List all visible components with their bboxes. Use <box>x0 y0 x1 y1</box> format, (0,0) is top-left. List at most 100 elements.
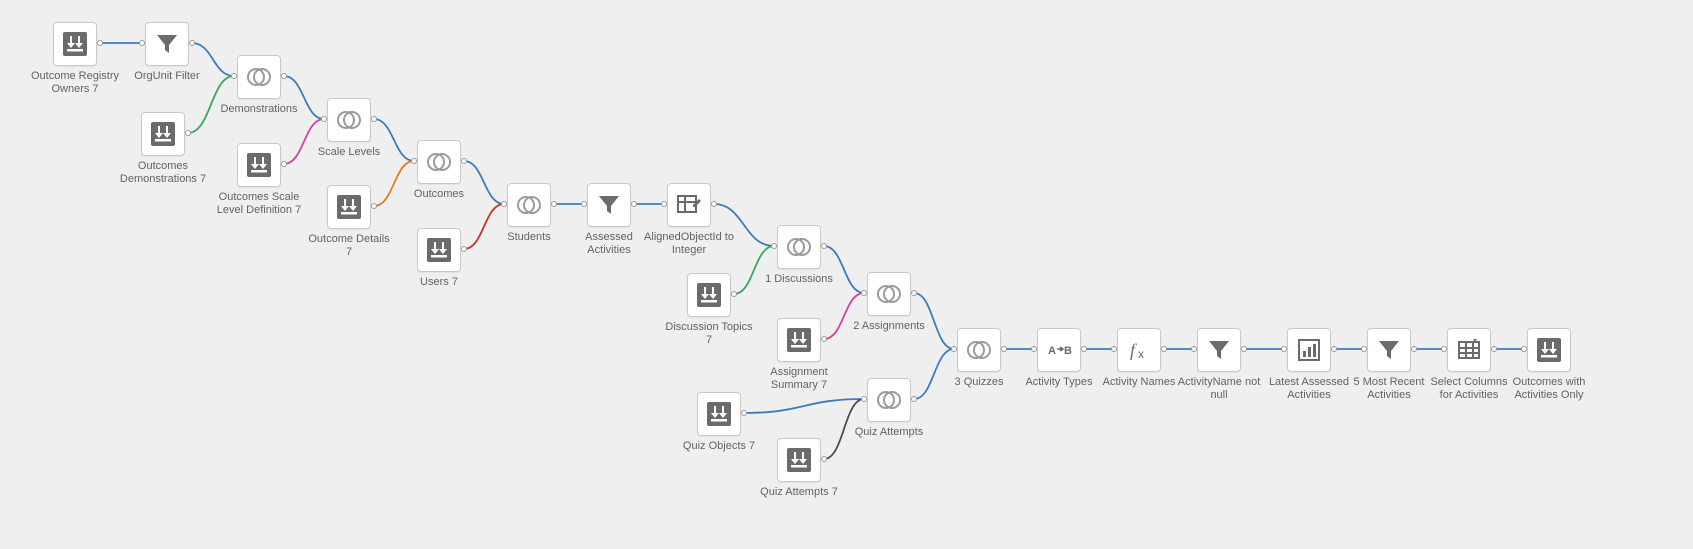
port-out <box>741 410 747 416</box>
source-icon <box>777 318 821 362</box>
flow-node[interactable]: Outcomes <box>394 140 484 201</box>
flow-node[interactable]: 3 Quizzes <box>934 328 1024 389</box>
node-label: Outcomes <box>394 188 484 201</box>
port-out <box>821 456 827 462</box>
flow-canvas[interactable]: Outcome Registry Owners 7OrgUnit Filter O… <box>0 0 1693 549</box>
node-label: Users 7 <box>394 276 484 289</box>
port-out <box>1241 346 1247 352</box>
flow-node[interactable]: ActivityName not null <box>1174 328 1264 402</box>
flow-node[interactable]: Assignment Summary 7 <box>754 318 844 392</box>
join-icon <box>507 183 551 227</box>
flow-node[interactable]: Latest Assessed Activities <box>1264 328 1354 402</box>
node-label: Latest Assessed Activities <box>1264 376 1354 402</box>
filter-icon <box>145 22 189 66</box>
flow-node[interactable]: Quiz Objects 7 <box>674 392 764 453</box>
svg-text:B: B <box>1064 345 1072 357</box>
formula-icon <box>667 183 711 227</box>
node-label: 1 Discussions <box>754 273 844 286</box>
flow-node[interactable]: Discussion Topics 7 <box>664 273 754 347</box>
flow-node[interactable]: 1 Discussions <box>754 225 844 286</box>
node-label: Scale Levels <box>304 146 394 159</box>
source-icon <box>687 273 731 317</box>
node-label: 3 Quizzes <box>934 376 1024 389</box>
join-icon <box>867 272 911 316</box>
node-label: Outcomes Demonstrations 7 <box>118 160 208 186</box>
flow-node[interactable]: 5 Most Recent Activities <box>1344 328 1434 402</box>
flow-node[interactable]: Outcomes with Activities Only <box>1504 328 1594 402</box>
flow-node[interactable]: Assessed Activities <box>564 183 654 257</box>
flow-node[interactable]: AB Activity Types <box>1014 328 1104 389</box>
filter-icon <box>587 183 631 227</box>
port-out <box>631 201 637 207</box>
port-out <box>185 130 191 136</box>
node-label: ActivityName not null <box>1174 376 1264 402</box>
source-icon <box>697 392 741 436</box>
port-out <box>97 40 103 46</box>
join-icon <box>957 328 1001 372</box>
table-icon <box>1447 328 1491 372</box>
node-label: Demonstrations <box>214 103 304 116</box>
fx-icon: fx <box>1117 328 1161 372</box>
node-label: AlignedObjectId to Integer <box>644 231 734 257</box>
node-label: 5 Most Recent Activities <box>1344 376 1434 402</box>
flow-node[interactable]: Users 7 <box>394 228 484 289</box>
svg-text:A: A <box>1048 345 1056 357</box>
flow-node[interactable]: Quiz Attempts <box>844 378 934 439</box>
port-out <box>371 116 377 122</box>
node-label: Outcomes Scale Level Definition 7 <box>214 191 304 217</box>
source-icon <box>53 22 97 66</box>
join-icon <box>327 98 371 142</box>
port-out <box>731 291 737 297</box>
flow-node[interactable]: Demonstrations <box>214 55 304 116</box>
flow-node[interactable]: Select Columns for Activities <box>1424 328 1514 402</box>
flow-node[interactable]: 2 Assignments <box>844 272 934 333</box>
port-out <box>461 246 467 252</box>
flow-node[interactable]: Outcomes Scale Level Definition 7 <box>214 143 304 217</box>
chart-icon <box>1287 328 1331 372</box>
node-label: Activity Names <box>1094 376 1184 389</box>
port-out <box>1331 346 1337 352</box>
node-label: Outcomes with Activities Only <box>1504 376 1594 402</box>
node-label: Activity Types <box>1014 376 1104 389</box>
source-icon <box>141 112 185 156</box>
port-out <box>371 203 377 209</box>
join-icon <box>417 140 461 184</box>
node-label: Outcome Details 7 <box>304 233 394 259</box>
port-out <box>1001 346 1007 352</box>
flow-node[interactable]: Outcome Details 7 <box>304 185 394 259</box>
flow-node[interactable]: OrgUnit Filter <box>122 22 212 83</box>
node-label: OrgUnit Filter <box>122 70 212 83</box>
port-out <box>821 336 827 342</box>
join-icon <box>777 225 821 269</box>
port-out <box>1411 346 1417 352</box>
source-icon <box>777 438 821 482</box>
node-label: Quiz Objects 7 <box>674 440 764 453</box>
port-out <box>911 396 917 402</box>
port-out <box>1081 346 1087 352</box>
filter-icon <box>1367 328 1411 372</box>
port-out <box>189 40 195 46</box>
source-icon <box>1527 328 1571 372</box>
port-out <box>461 158 467 164</box>
node-label: Quiz Attempts 7 <box>754 486 844 499</box>
flow-node[interactable]: Outcome Registry Owners 7 <box>30 22 120 96</box>
flow-node[interactable]: Students <box>484 183 574 244</box>
flow-node[interactable]: AlignedObjectId to Integer <box>644 183 734 257</box>
filter-icon <box>1197 328 1241 372</box>
node-label: 2 Assignments <box>844 320 934 333</box>
flow-node[interactable]: Quiz Attempts 7 <box>754 438 844 499</box>
join-icon <box>237 55 281 99</box>
port-out <box>1491 346 1497 352</box>
node-label: Discussion Topics 7 <box>664 321 754 347</box>
node-label: Outcome Registry Owners 7 <box>30 70 120 96</box>
port-out <box>821 243 827 249</box>
flow-node[interactable]: fx Activity Names <box>1094 328 1184 389</box>
flow-node[interactable]: Scale Levels <box>304 98 394 159</box>
node-label: Quiz Attempts <box>844 426 934 439</box>
node-label: Select Columns for Activities <box>1424 376 1514 402</box>
join-icon <box>867 378 911 422</box>
flow-node[interactable]: Outcomes Demonstrations 7 <box>118 112 208 186</box>
port-out <box>711 201 717 207</box>
port-out <box>281 73 287 79</box>
port-out <box>551 201 557 207</box>
